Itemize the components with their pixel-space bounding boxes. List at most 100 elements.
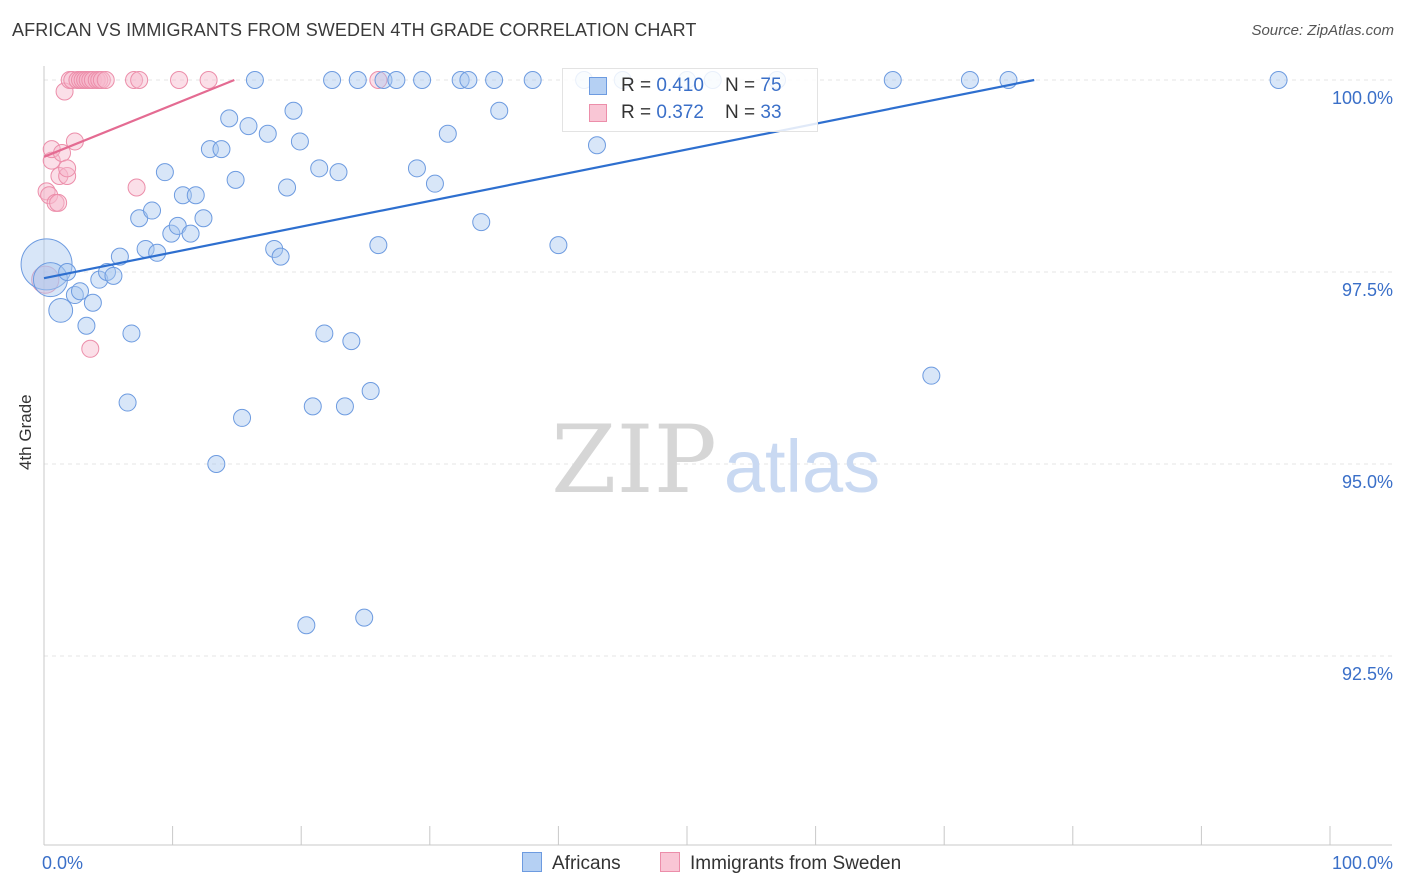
sweden-point	[199, 71, 218, 89]
gridlines	[44, 79, 1392, 657]
africans-point	[118, 393, 137, 412]
sweden-point	[92, 71, 111, 89]
africans-point	[459, 71, 478, 89]
n-value: 75	[760, 75, 782, 96]
africans-point	[342, 332, 361, 351]
africans-trend-line	[43, 78, 1035, 280]
r-value: 0.410	[656, 75, 704, 96]
africans-point	[472, 213, 491, 232]
trend-lines	[43, 78, 1035, 280]
africans-point	[186, 186, 205, 205]
r-label: R =	[621, 102, 657, 123]
africans-point	[587, 136, 606, 155]
chart-title: AFRICAN VS IMMIGRANTS FROM SWEDEN 4TH GR…	[12, 20, 697, 40]
africans-point	[48, 298, 74, 323]
africans-point	[387, 71, 406, 89]
africans-point	[83, 293, 102, 312]
africans-point	[239, 117, 258, 136]
sweden-point	[40, 186, 59, 205]
sweden-legend-swatch	[660, 852, 680, 872]
africans-legend-swatch	[522, 852, 542, 872]
africans-point	[315, 324, 334, 343]
sweden-legend-label: Immigrants from Sweden	[690, 853, 902, 874]
africans-point	[265, 239, 284, 258]
africans-point	[310, 159, 329, 178]
africans-point	[374, 71, 393, 89]
y-axis-label: 4th Grade	[16, 394, 35, 470]
africans-point	[220, 109, 239, 128]
sweden-point	[125, 71, 144, 89]
sweden-point	[96, 71, 115, 89]
y-tick-label: 97.5%	[1342, 280, 1393, 300]
africans-point	[258, 124, 277, 143]
africans-point	[1269, 71, 1288, 89]
y-tick-label: 95.0%	[1342, 472, 1393, 492]
africans-point	[438, 124, 457, 143]
africans-point	[303, 397, 322, 416]
africans-point	[104, 266, 123, 285]
sweden-swatch	[589, 104, 607, 122]
africans-point	[490, 101, 509, 120]
legend-africans[interactable]: Africans	[522, 852, 621, 875]
sweden-point	[31, 265, 60, 294]
africans-point	[71, 282, 90, 301]
africans-point	[278, 178, 297, 197]
africans-point	[143, 201, 162, 220]
sweden-point	[127, 178, 146, 197]
sweden-point	[130, 71, 149, 89]
africans-point	[77, 316, 96, 335]
africans-point	[348, 71, 367, 89]
africans-point	[155, 163, 174, 182]
africans-point	[413, 71, 432, 89]
africans-point	[549, 236, 568, 255]
africans-point	[90, 270, 109, 289]
sweden-trend-line	[43, 78, 235, 158]
tick-labels: 100.0% 97.5% 95.0% 92.5% 0.0% 100.0%	[42, 88, 1393, 873]
x-tick-label: 100.0%	[1332, 853, 1393, 873]
africans-point	[451, 71, 470, 89]
africans-point	[407, 159, 426, 178]
watermark: ZIP atlas	[551, 406, 880, 515]
sweden-point	[58, 167, 77, 185]
africans-point	[290, 132, 309, 151]
africans-point	[271, 247, 290, 266]
n-value: 33	[760, 102, 782, 123]
africans-point	[883, 71, 902, 89]
series-africans	[20, 71, 1288, 635]
axes	[43, 66, 1392, 846]
africans-point	[297, 616, 316, 635]
africans-point	[212, 140, 231, 159]
sweden-point	[63, 71, 82, 89]
watermark-atlas: atlas	[724, 425, 880, 508]
africans-legend-label: Africans	[552, 853, 621, 874]
africans-point	[960, 71, 979, 89]
y-tick-label: 100.0%	[1332, 88, 1393, 108]
africans-point	[323, 71, 342, 89]
africans-point	[361, 382, 380, 401]
sweden-point	[50, 167, 69, 185]
series-immigrants-from-sweden	[31, 71, 388, 358]
africans-point	[148, 243, 167, 262]
legend-sweden[interactable]: Immigrants from Sweden	[660, 852, 901, 875]
x-tick-label: 0.0%	[42, 853, 83, 873]
africans-point	[329, 163, 348, 182]
africans-point	[335, 397, 354, 416]
sweden-point	[58, 159, 77, 178]
africans-point	[485, 71, 504, 89]
africans-point	[922, 366, 941, 385]
africans-point	[207, 455, 226, 473]
n-label: N =	[725, 75, 761, 96]
sweden-point	[49, 193, 68, 212]
africans-point	[122, 324, 141, 343]
africans-point	[194, 209, 213, 228]
watermark-zip: ZIP	[551, 406, 717, 515]
africans-point	[181, 224, 200, 243]
r-value: 0.372	[656, 102, 704, 123]
africans-point	[110, 247, 129, 266]
africans-point	[284, 101, 303, 120]
africans-point	[226, 170, 245, 189]
africans-point	[173, 186, 192, 205]
r-label: R =	[621, 75, 657, 96]
sweden-point	[369, 71, 388, 89]
